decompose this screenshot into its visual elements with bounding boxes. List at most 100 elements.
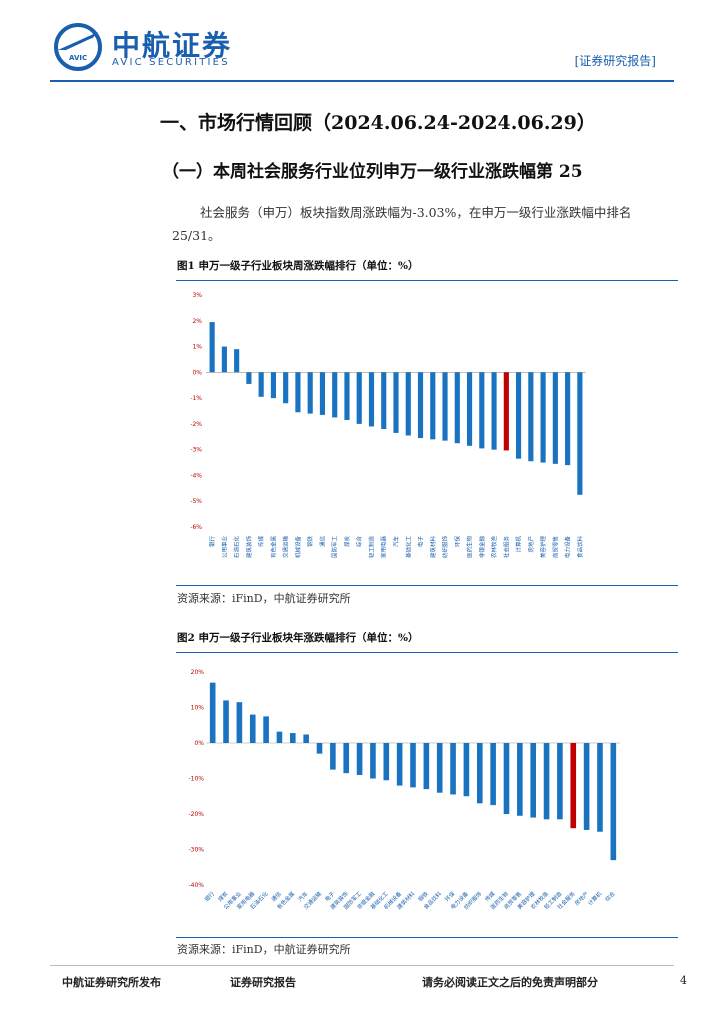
chart2-bar — [557, 743, 563, 820]
chart1-category-label: 房地产 — [527, 536, 535, 553]
chart2-bar — [343, 743, 350, 774]
chart2-bar — [436, 743, 443, 793]
chart1-category-label: 煤炭 — [343, 536, 351, 548]
chart1-category-label: 美容护理 — [539, 536, 547, 559]
chart1-bar — [258, 372, 264, 397]
chart2-bar — [263, 716, 269, 743]
chart1-category-label: 建筑材料 — [429, 536, 437, 559]
chart1-category-label: 建筑装饰 — [245, 536, 253, 559]
chart1-category-label: 食品饮料 — [576, 536, 584, 559]
page-number: 4 — [680, 974, 687, 987]
chart2-ytick-label: -30% — [188, 847, 204, 854]
chart2-ytick-label: -10% — [188, 776, 204, 783]
logo-emblem-icon: AVIC — [54, 23, 102, 71]
chart1-ytick-label: -2% — [190, 421, 202, 428]
chart1-ytick-label: 2% — [192, 318, 202, 325]
chart1-bar — [552, 372, 558, 464]
chart1-bar — [466, 372, 473, 446]
chart1-category-label: 电力设备 — [564, 536, 572, 559]
chart1-category-label: 机械设备 — [294, 536, 302, 559]
chart1-bar — [332, 372, 338, 418]
chart1-bar — [295, 372, 301, 413]
chart1-bar — [221, 346, 227, 373]
chart1-bar — [577, 372, 583, 495]
chart2-category-label: 银行 — [203, 889, 217, 903]
figure2-source: 资源来源：iFinD，中航证券研究所 — [177, 943, 351, 956]
chart1-category-label: 轻工制造 — [367, 536, 375, 559]
subsection-title: （一）本周社会服务行业位列申万一级行业涨跌幅第 25 — [162, 162, 583, 182]
chart1-category-label: 石油石化 — [233, 536, 241, 559]
chart1-category-label: 有色金属 — [269, 536, 277, 558]
paragraph-line-2: 25/31。 — [172, 228, 221, 243]
chart1-bar — [381, 372, 387, 430]
footer-publisher: 中航证券研究所发布 — [62, 976, 161, 989]
chart1-bar — [393, 372, 399, 433]
chart1-category-label: 交通运输 — [282, 536, 290, 559]
chart1-bar — [503, 372, 509, 451]
chart1-bar — [491, 372, 497, 450]
chart1-category-label: 社会服务 — [502, 536, 510, 559]
chart1-ytick-label: -4% — [190, 472, 202, 479]
chart2-bar — [423, 743, 430, 790]
chart2-ytick-label: 20% — [191, 669, 205, 676]
chart2-bar — [370, 743, 376, 779]
chart1-bar — [516, 372, 522, 459]
chart1-ytick-label: -3% — [190, 447, 202, 454]
chart1-ytick-label: -6% — [190, 524, 202, 531]
logo-badge-text: AVIC — [69, 54, 87, 62]
chart1-category-label: 计算机 — [515, 536, 523, 553]
chart1-bar — [479, 372, 485, 449]
chart1-bar — [270, 372, 276, 399]
chart2-bar — [450, 743, 456, 795]
chart1-bar — [344, 372, 350, 421]
chart1-category-label: 钢铁 — [306, 536, 314, 548]
chart1-bar — [319, 372, 326, 415]
chart1-ytick-label: -1% — [190, 395, 202, 402]
chart2-bar — [396, 743, 403, 786]
chart1-category-label: 基础化工 — [404, 536, 412, 559]
chart2-ytick-label: -40% — [188, 882, 204, 889]
chart2-bar — [223, 700, 229, 743]
chart2-bar — [490, 743, 496, 806]
chart2-ytick-label: 0% — [194, 740, 204, 747]
chart1-category-label: 非银金融 — [478, 536, 486, 559]
chart1-bar — [442, 372, 448, 441]
chart2-bar — [543, 743, 550, 820]
figure1-bottom-rule — [176, 585, 678, 586]
chart1-category-label: 通信 — [318, 536, 326, 548]
figure1-source: 资源来源：iFinD，中航证券研究所 — [177, 592, 351, 605]
figure1-title: 图1 申万一级子行业板块周涨跌幅排行（单位：%） — [177, 260, 419, 272]
chart1-category-label: 银行 — [208, 536, 216, 548]
figure1-top-rule — [176, 280, 678, 281]
chart1-category-label: 农林牧渔 — [490, 536, 498, 559]
figure2-title: 图2 申万一级子行业板块年涨跌幅排行（单位：%） — [177, 632, 419, 644]
chart2-bar — [597, 743, 603, 832]
chart2-ytick-label: 10% — [191, 705, 205, 712]
footer-report-type: 证券研究报告 — [230, 976, 296, 989]
chart1-ytick-label: 0% — [192, 369, 202, 376]
chart2-bar — [249, 714, 256, 743]
figure2-chart: 20%10%0%-10%-20%-30%-40%银行 煤炭公用事业家用电器石油石化… — [188, 669, 620, 911]
chart1-bar — [368, 372, 375, 427]
chart1-ytick-label: -5% — [190, 498, 202, 505]
chart2-bar — [517, 743, 523, 816]
chart1-bar — [356, 372, 362, 424]
chart1-category-label: 汽车 — [392, 536, 400, 548]
chart1-bar — [209, 322, 215, 373]
logo-text: 中航证券 — [112, 29, 233, 62]
chart2-bar — [583, 743, 590, 830]
chart1-category-label: 国防军工 — [331, 536, 339, 559]
report-type-tag: [证券研究报告] — [574, 54, 656, 68]
chart1-category-label: 纺织服饰 — [441, 536, 449, 559]
chart1-bar — [417, 372, 424, 439]
company-logo: AVIC — [52, 20, 104, 72]
chart2-bar — [503, 743, 510, 814]
chart2-bar — [410, 743, 416, 788]
footer-divider — [50, 965, 674, 966]
chart2-bar — [530, 743, 536, 818]
chart1-bar — [234, 349, 240, 373]
chart1-category-label: 公用事业 — [220, 536, 228, 559]
chart1-ytick-label: 1% — [192, 344, 202, 351]
chart2-bar — [330, 743, 336, 770]
chart2-bar — [570, 743, 577, 829]
